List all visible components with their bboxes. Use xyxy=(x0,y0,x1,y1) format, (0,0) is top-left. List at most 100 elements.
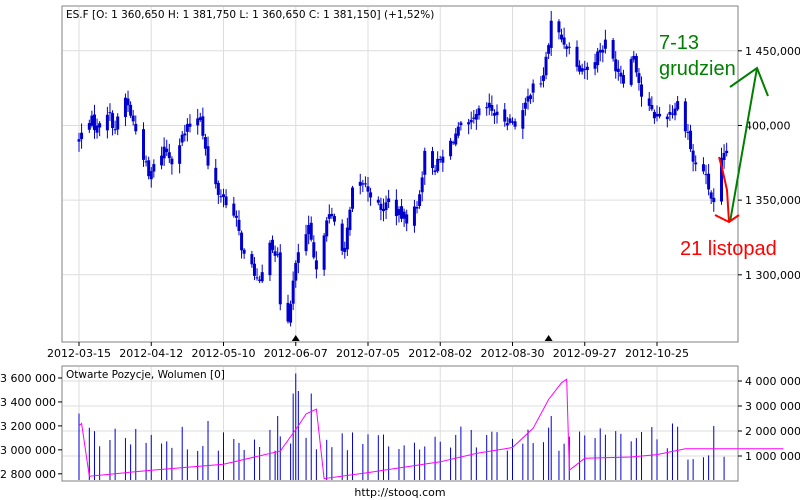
candle xyxy=(503,102,507,127)
candle xyxy=(402,208,406,227)
candle xyxy=(614,51,618,79)
candle xyxy=(165,139,169,157)
candle xyxy=(196,108,200,135)
candle xyxy=(436,151,440,174)
candle xyxy=(273,245,277,262)
candle xyxy=(258,275,262,284)
candle xyxy=(441,149,445,172)
candle xyxy=(147,156,151,180)
candle xyxy=(129,101,133,118)
candle xyxy=(394,189,398,226)
volume-panel-frame xyxy=(61,365,739,482)
candle xyxy=(523,97,527,116)
price-panel-frame xyxy=(61,5,739,343)
x-tick-label: 2012-08-30 xyxy=(481,347,545,360)
candle xyxy=(722,144,726,169)
candle xyxy=(304,224,308,256)
x-tick-label: 2012-09-27 xyxy=(553,347,617,360)
candle xyxy=(547,43,551,59)
x-tick-label: 2012-08-02 xyxy=(408,347,472,360)
candle xyxy=(431,146,435,175)
annotation-upper-line-2: grudzien xyxy=(659,58,736,80)
candle xyxy=(183,124,187,142)
candle xyxy=(237,210,241,236)
candle xyxy=(255,268,259,281)
candle xyxy=(495,104,499,124)
candle xyxy=(701,157,705,175)
candle xyxy=(467,118,471,135)
x-tick-label: 2012-07-05 xyxy=(336,347,400,360)
oi-y-tick-label: 2 800 000 xyxy=(0,468,56,481)
candle xyxy=(575,40,579,72)
oi-y-tick-label: 3 400 000 xyxy=(0,396,56,409)
candle xyxy=(720,147,724,205)
candle xyxy=(126,90,130,113)
candle xyxy=(381,198,385,222)
x-tick-label: 2012-03-15 xyxy=(47,347,111,360)
candle xyxy=(560,28,564,43)
candle xyxy=(487,93,491,116)
candle xyxy=(327,204,331,224)
candle xyxy=(474,109,478,130)
candle xyxy=(361,179,365,193)
candle xyxy=(268,240,272,282)
candle xyxy=(673,102,677,121)
candle xyxy=(260,264,264,284)
candle xyxy=(459,120,463,131)
price-y-tick-label: 1 350,000 xyxy=(745,194,800,207)
candle xyxy=(655,105,659,122)
open-interest-y-axis: 2 800 000 3 000 000 3 200 000 3 400 000 3 60… xyxy=(0,372,62,481)
candle xyxy=(363,176,367,188)
oi-y-tick-label: 3 600 000 xyxy=(0,372,56,385)
candle xyxy=(665,113,669,128)
candle xyxy=(603,29,607,54)
candle xyxy=(725,142,729,157)
candle xyxy=(454,128,458,147)
candle xyxy=(351,185,355,212)
candle xyxy=(676,95,680,112)
candle xyxy=(134,115,138,135)
candle xyxy=(632,51,636,63)
candle xyxy=(397,206,401,223)
candle xyxy=(160,146,164,170)
candle xyxy=(325,217,329,242)
candle xyxy=(198,112,202,122)
candle xyxy=(400,198,404,223)
candle xyxy=(369,187,373,206)
price-candles xyxy=(77,10,729,327)
candle xyxy=(689,124,693,152)
candle xyxy=(490,95,494,116)
candle xyxy=(438,155,442,163)
candle xyxy=(330,207,334,219)
candle xyxy=(142,122,146,167)
candle xyxy=(469,111,473,130)
candle xyxy=(562,27,566,49)
candle xyxy=(289,300,293,327)
candle xyxy=(379,197,383,221)
annotation-upper-line-1: 7-13 xyxy=(659,32,699,54)
date-x-axis: 2012-03-15 2012-04-12 2012-05-10 2012-06-07… xyxy=(47,342,689,360)
candle xyxy=(80,123,84,149)
candle xyxy=(415,201,419,214)
candle xyxy=(704,164,708,185)
candle xyxy=(312,235,316,260)
candle xyxy=(286,294,290,324)
candle xyxy=(616,60,620,81)
price-y-tick-label: 1 300,000 xyxy=(745,269,800,282)
candle xyxy=(242,248,246,259)
annotation-upper: 7-13 grudzien xyxy=(659,32,736,80)
annotation-red-arrow xyxy=(718,156,730,223)
candle xyxy=(219,189,223,203)
price-y-tick-label: 400,000 xyxy=(745,119,791,132)
volume-y-tick-label: 3 000 000 xyxy=(745,400,800,413)
event-marker xyxy=(291,335,300,341)
candle xyxy=(131,109,135,126)
candle xyxy=(152,159,156,178)
candle xyxy=(178,138,182,174)
x-tick-label: 2012-10-25 xyxy=(625,347,689,360)
x-tick-label: 2012-04-12 xyxy=(119,347,183,360)
candle xyxy=(472,110,476,124)
candle xyxy=(619,65,623,84)
candle xyxy=(585,62,589,80)
